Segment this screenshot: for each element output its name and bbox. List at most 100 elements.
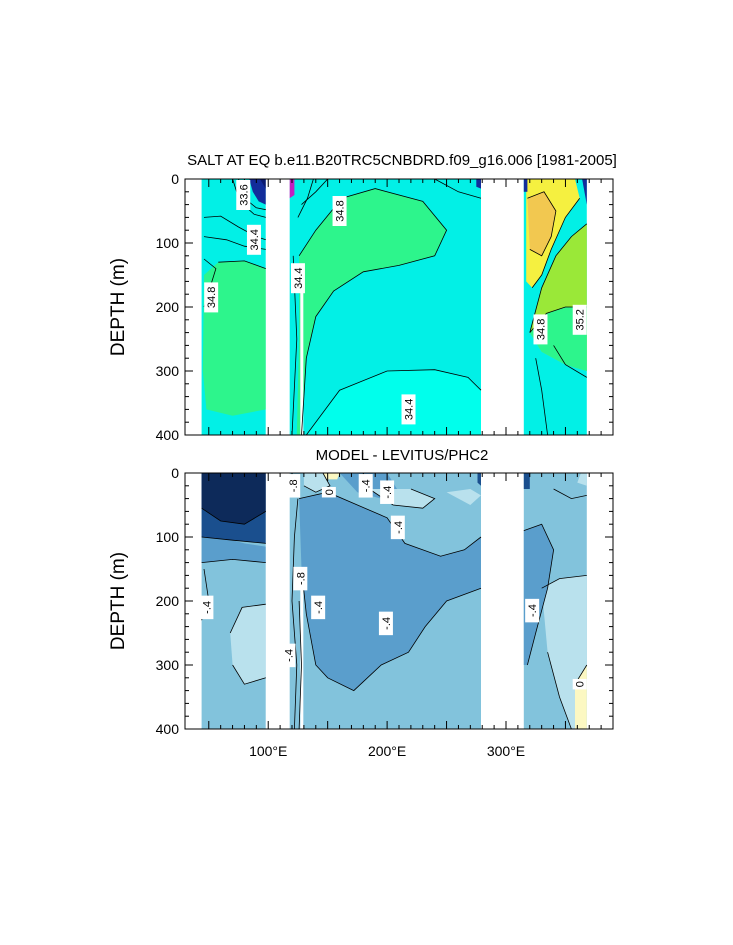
y-tick-label: 100 [156,235,180,251]
x-tick-label: 200°E [368,743,406,759]
salt-contour-line [305,369,482,436]
difference-contour-labels: -.8 0 -.4 -.4 -.4 -.8 -.4 -.4 -.4 -.4 -.4 0 [199,474,587,690]
diff-fill-strip-dark [477,473,481,486]
salt-fill-dark-strip [523,179,528,192]
contour-label-text: -.4 [382,486,394,499]
contour-label-bg [321,486,336,498]
land-mask [286,473,290,729]
salt-contour-line [218,260,266,269]
salt-fill-west-dark [249,179,266,205]
diff-contour-line [201,558,266,563]
salt-fill-magenta-spot [289,179,295,199]
contour-label: -.4 [525,598,540,623]
land-mask [481,179,523,435]
land-mask [265,179,278,435]
difference-panel-title: MODEL - LEVITUS/PHC2 [316,447,489,464]
contour-label-text: -.4 [283,649,295,662]
y-tick-label: 200 [156,593,180,609]
land-mask [481,473,523,729]
salinity-contour-labels: 33.6 34.4 34.8 34.4 34.8 34.4 34.8 35.2 [204,180,587,425]
difference-axis-ticks: 0 100 200 300 400 100°E 200°E 300°E [156,465,613,759]
contour-label: 34.8 [332,196,347,226]
contour-label-bg [401,394,416,425]
salinity-y-axis-label: DEPTH (m) [108,258,129,356]
salt-fill-east-edge-dark [582,179,587,205]
contour-label: 34.4 [290,263,305,294]
contour-label: 33.6 [236,180,251,210]
diff-fill-west-darkest [201,473,266,525]
contour-label-bg [246,224,261,255]
contour-label: -.4 [390,515,405,540]
contour-label: -.8 [293,566,308,591]
diff-contour-line [291,498,299,730]
contour-label-bg [525,598,540,623]
y-tick-label: 0 [171,465,179,481]
x-tick-label: 300°E [487,743,525,759]
salt-contour-line [553,345,588,378]
contour-label: 0 [572,678,587,690]
contour-label-text: 34.4 [404,399,416,420]
contour-label-text: 35.2 [575,309,587,330]
contour-label-text: 0 [324,489,336,495]
diff-fill-central-light-3 [446,489,481,505]
contour-label: -.8 [286,474,301,498]
contour-label-bg [380,480,395,504]
contour-label-bg [332,196,347,226]
salt-fill-east-orange [527,191,556,256]
contour-label-bg [281,643,296,668]
y-tick-label: 100 [156,529,180,545]
contour-label-bg [199,595,214,620]
contour-label-text: -.4 [201,601,213,614]
contour-label: 0 [321,486,336,498]
contour-label-text: -.4 [313,601,325,614]
contour-label-bg [378,611,393,636]
contour-label-text: 34.4 [249,229,261,250]
contour-label-text: -.4 [381,617,393,630]
salt-contour-line [434,178,482,199]
difference-contour-lines [201,472,588,730]
salt-fill-west-deep [259,179,266,189]
contour-label-text: -.4 [361,479,373,492]
x-tick-label: 100°E [249,743,287,759]
contour-label-text: 34.4 [293,267,305,288]
salt-contour-line [297,178,314,218]
contour-label-text: 0 [575,681,587,687]
contour-label-bg [572,304,587,335]
contour-label-bg [293,566,308,591]
contour-label: -.4 [380,480,395,504]
salt-contour-line [535,358,548,436]
salt-fill-high-salinity-central [296,188,447,435]
contour-label-text: 34.8 [335,200,347,221]
salt-contour-line [527,191,557,257]
diff-fill-east-dark-top [523,473,530,489]
contour-label-text: -.4 [393,521,405,534]
diff-contour-line [301,568,482,692]
contour-label-bg [533,314,548,345]
salinity-plot-frame [184,178,614,436]
contour-label: -.4 [199,595,214,620]
contour-label-bg [204,282,219,313]
difference-panel: MODEL - LEVITUS/PHC2 DEPTH (m) 0 100 200 30… [108,447,614,759]
diff-contour-line [232,664,266,685]
land-mask [286,179,290,435]
salt-fill-high-salinity-west [202,260,266,416]
contour-label-text: -.8 [288,479,300,492]
contour-label: 34.8 [204,282,219,313]
contour-label-text: 34.8 [206,287,218,308]
y-tick-label: 300 [156,363,180,379]
diff-contour-line [201,507,267,525]
diff-contour-line [547,652,572,730]
contour-label: 35.2 [572,304,587,335]
contour-label: -.4 [281,643,296,668]
y-tick-label: 200 [156,299,180,315]
diff-fill-central-pale [322,473,340,480]
salinity-panel-title: SALT AT EQ b.e11.B20TRC5CNBDRD.f09_g16.0… [187,152,617,169]
diff-contour-line [553,488,587,500]
contour-label-bg [286,474,301,498]
difference-y-axis-label: DEPTH (m) [108,552,129,650]
contour-label: -.4 [311,595,326,620]
contour-label: -.4 [378,611,393,636]
contour-label: -.4 [358,474,373,498]
contour-label-text: 34.8 [535,319,547,340]
